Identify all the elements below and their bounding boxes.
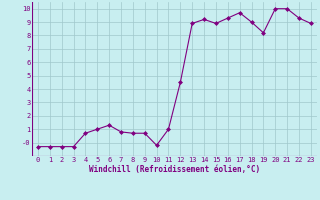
X-axis label: Windchill (Refroidissement éolien,°C): Windchill (Refroidissement éolien,°C) [89, 165, 260, 174]
